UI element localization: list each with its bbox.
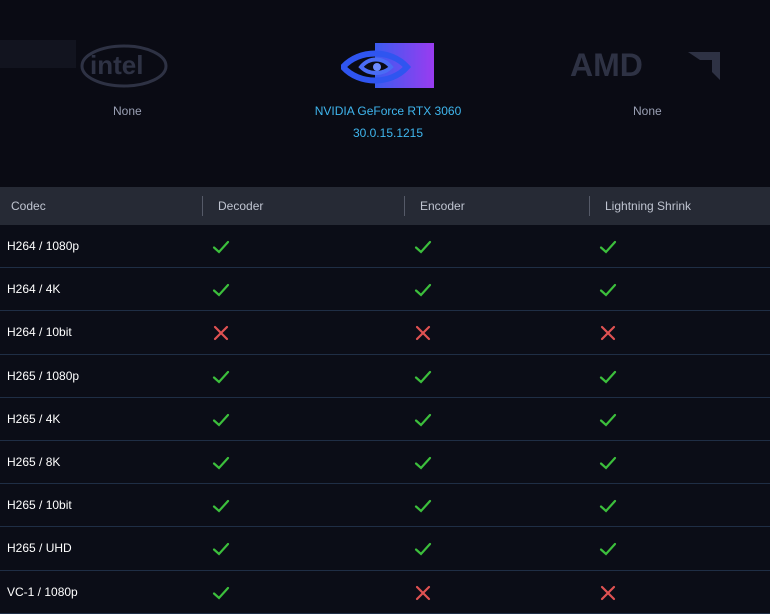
nvidia-driver-version: 30.0.15.1215 <box>352 126 424 140</box>
codec-name: H264 / 10bit <box>7 325 72 340</box>
check-icon <box>599 540 617 558</box>
cross-icon <box>414 584 432 602</box>
check-icon <box>212 454 230 472</box>
check-icon <box>599 368 617 386</box>
check-icon <box>414 411 432 429</box>
intel-status: None <box>113 104 142 118</box>
cross-icon <box>414 324 432 342</box>
header-lightning-shrink: Lightning Shrink <box>605 199 692 213</box>
check-icon <box>599 497 617 515</box>
codec-name: H265 / 10bit <box>7 498 72 513</box>
header-divider <box>589 196 590 216</box>
table-row: VC-1 / 1080p <box>0 570 770 614</box>
table-row: H265 / 8K <box>0 440 770 485</box>
table-row: H265 / 10bit <box>0 484 770 528</box>
codec-name: H265 / 1080p <box>7 368 80 383</box>
check-icon <box>599 411 617 429</box>
codec-name: H265 / UHD <box>7 541 72 556</box>
codec-name: H264 / 4K <box>7 282 61 297</box>
check-icon <box>212 584 230 602</box>
check-icon <box>414 540 432 558</box>
check-icon <box>212 281 230 299</box>
table-row: H265 / 1080p <box>0 354 770 398</box>
svg-text:intel: intel <box>90 50 143 80</box>
nvidia-logo <box>341 43 434 88</box>
header-encoder: Encoder <box>420 199 465 213</box>
header-divider <box>202 196 203 216</box>
gpu-header: intel None NVIDIA GeForce RTX 3060 30.0.… <box>0 0 770 186</box>
table-row: H264 / 4K <box>0 268 770 312</box>
check-icon <box>212 411 230 429</box>
check-icon <box>414 281 432 299</box>
check-icon <box>599 238 617 256</box>
cross-icon <box>599 324 617 342</box>
intel-logo: intel <box>80 44 168 88</box>
table-row: H265 / UHD <box>0 527 770 571</box>
table-row: H265 / 4K <box>0 397 770 441</box>
check-icon <box>414 497 432 515</box>
codec-name: H264 / 1080p <box>7 239 80 253</box>
check-icon <box>212 368 230 386</box>
check-icon <box>599 281 617 299</box>
header-decoder: Decoder <box>218 199 264 213</box>
table-body: H264 / 1080p H264 / 4K H264 / 10bit H265 / … <box>0 225 770 614</box>
codec-support-table: Codec Decoder Encoder Lightning Shrink H… <box>0 187 770 614</box>
amd-status: None <box>633 104 662 118</box>
cross-icon <box>212 324 230 342</box>
header-codec: Codec <box>11 199 46 213</box>
nvidia-gpu-name: NVIDIA GeForce RTX 3060 <box>314 104 462 118</box>
check-icon <box>212 540 230 558</box>
header-divider <box>404 196 405 216</box>
table-row: H264 / 10bit <box>0 311 770 355</box>
table-row: H264 / 1080p <box>0 225 770 269</box>
svg-text:AMD: AMD <box>570 47 643 82</box>
codec-name: VC-1 / 1080p <box>7 584 78 599</box>
codec-name: H265 / 4K <box>7 411 61 426</box>
check-icon <box>414 454 432 472</box>
cross-icon <box>599 584 617 602</box>
check-icon <box>599 454 617 472</box>
background-sidebar-block <box>0 40 76 68</box>
check-icon <box>414 368 432 386</box>
codec-name: H265 / 8K <box>7 454 61 469</box>
check-icon <box>212 497 230 515</box>
check-icon <box>212 238 230 256</box>
amd-logo: AMD <box>570 47 720 82</box>
check-icon <box>414 238 432 256</box>
table-header: Codec Decoder Encoder Lightning Shrink <box>0 187 770 225</box>
